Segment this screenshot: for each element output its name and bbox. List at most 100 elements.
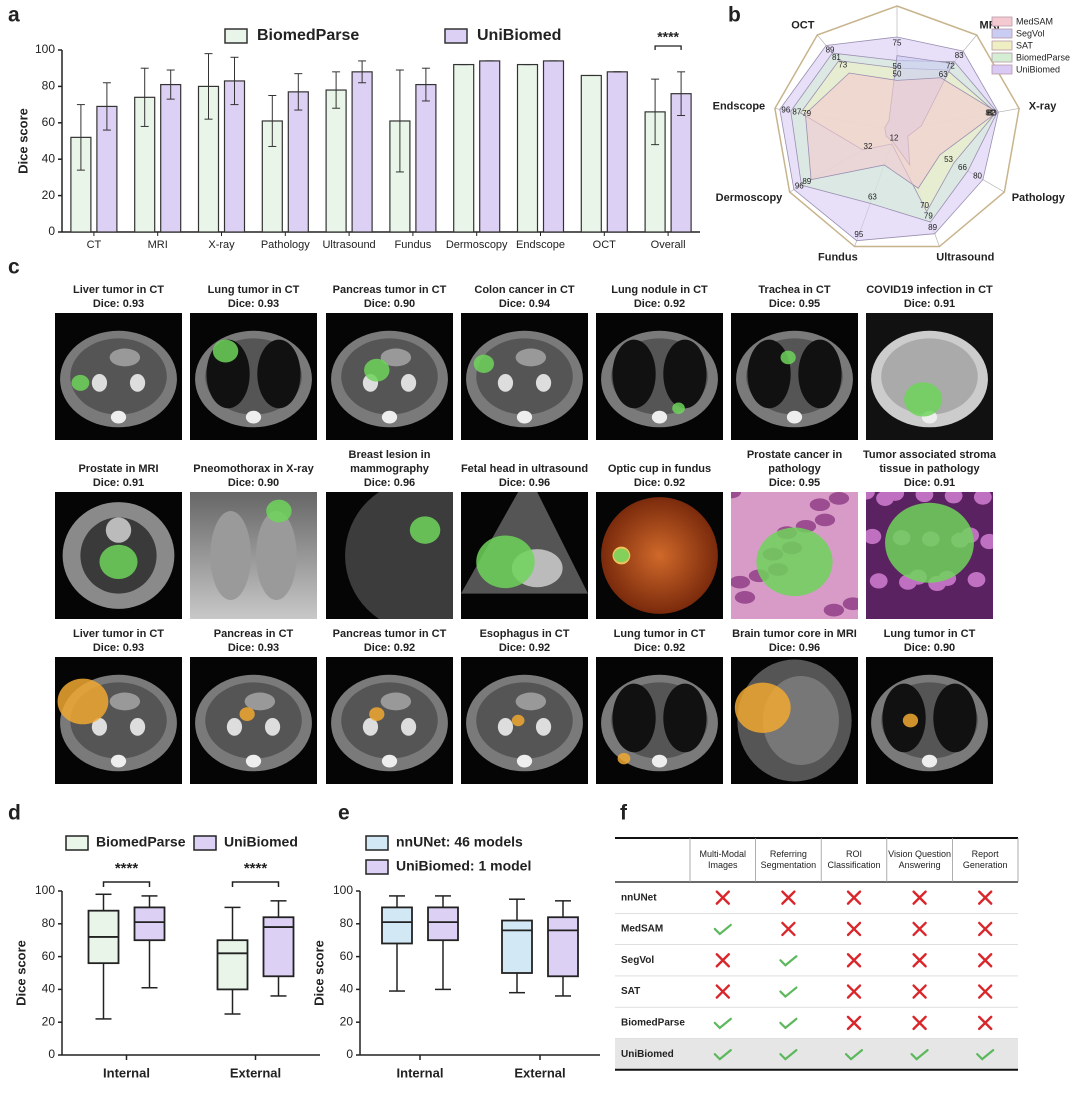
bar bbox=[453, 63, 475, 233]
legend-label: UniBiomed: 1 model bbox=[396, 858, 531, 874]
radar-value-label: 63 bbox=[939, 70, 948, 79]
check-icon bbox=[713, 923, 732, 936]
radar-axis-label: Dermoscopy bbox=[716, 192, 784, 204]
bar bbox=[479, 60, 501, 233]
tissue bbox=[381, 410, 398, 424]
tissue bbox=[129, 717, 146, 736]
x-tick-label: OCT bbox=[593, 239, 617, 251]
caption-title: Tumor associated stroma tissue in pathol… bbox=[862, 449, 997, 475]
x-tick-label: Overall bbox=[651, 239, 686, 251]
caption-title: COVID19 infection in CT bbox=[866, 284, 993, 296]
check-icon bbox=[779, 1049, 798, 1061]
x-tick-label: Endscope bbox=[516, 239, 565, 251]
caption-title: Lung tumor in CT bbox=[613, 628, 706, 640]
caption-title: Lung tumor in CT bbox=[883, 628, 976, 640]
caption-dice: Dice: 0.91 bbox=[903, 298, 956, 310]
box bbox=[547, 916, 579, 978]
x-tick-label: Ultrasound bbox=[322, 239, 375, 251]
x-tick-label: External bbox=[514, 1065, 565, 1080]
tissue bbox=[400, 717, 417, 736]
segmentation-mask bbox=[672, 402, 685, 414]
caption-dice: Dice: 0.93 bbox=[92, 298, 145, 310]
legend-swatch bbox=[991, 28, 1013, 39]
caption-dice: Dice: 0.91 bbox=[92, 477, 145, 489]
cross-icon bbox=[912, 890, 927, 905]
radar-value-label: 81 bbox=[832, 53, 841, 62]
image-caption: Prostate in MRI Dice: 0.91 bbox=[47, 430, 190, 490]
segmentation-mask bbox=[473, 354, 495, 373]
segmentation-mask bbox=[511, 714, 525, 727]
tissue bbox=[516, 754, 533, 768]
tissue bbox=[651, 754, 668, 768]
panel-label: c bbox=[8, 256, 20, 279]
cross-icon bbox=[781, 890, 796, 905]
segmentation-image bbox=[596, 313, 723, 440]
radar-value-label: 82 bbox=[987, 109, 996, 118]
radar-value-label: 12 bbox=[890, 133, 899, 142]
tissue bbox=[842, 597, 858, 611]
tissue bbox=[515, 348, 547, 367]
check-icon bbox=[844, 1049, 864, 1061]
tissue bbox=[497, 373, 514, 392]
caption-title: Liver tumor in CT bbox=[72, 628, 165, 640]
tissue bbox=[612, 339, 656, 409]
caption-title: Pancreas tumor in CT bbox=[332, 628, 447, 640]
radar-value-label: 79 bbox=[802, 109, 811, 118]
tissue bbox=[828, 492, 850, 505]
check-icon bbox=[976, 1049, 995, 1061]
tissue bbox=[205, 682, 302, 759]
segmentation-mask bbox=[409, 516, 441, 544]
image-caption: Lung tumor in CT Dice: 0.93 bbox=[182, 251, 325, 311]
cross-icon bbox=[912, 953, 927, 968]
x-tick-label: CT bbox=[87, 239, 102, 251]
cross-icon bbox=[846, 921, 862, 937]
tissue bbox=[823, 603, 845, 617]
check-icon bbox=[779, 986, 798, 999]
radar-value-label: 50 bbox=[893, 69, 902, 78]
image-caption: Pancreas tumor in CT Dice: 0.90 bbox=[318, 251, 461, 311]
caption-dice: Dice: 0.92 bbox=[363, 642, 416, 654]
radar-value-label: 53 bbox=[944, 155, 953, 164]
tissue bbox=[257, 339, 301, 409]
caption-title: Fetal head in ultrasound bbox=[460, 463, 589, 475]
tissue bbox=[866, 492, 875, 500]
column-header: Report Generation bbox=[962, 849, 1008, 870]
segmentation-image bbox=[326, 657, 453, 784]
segmentation-image bbox=[731, 313, 858, 440]
legend-swatch bbox=[193, 835, 217, 851]
radar-value-label: 96 bbox=[795, 182, 804, 191]
tissue bbox=[876, 492, 894, 506]
caption-dice: Dice: 0.93 bbox=[92, 642, 145, 654]
image-caption: Colon cancer in CT Dice: 0.94 bbox=[453, 251, 596, 311]
tissue bbox=[264, 717, 281, 736]
tissue bbox=[747, 339, 791, 409]
image-caption: Esophagus in CT Dice: 0.92 bbox=[453, 595, 596, 655]
segmentation-mask bbox=[71, 374, 90, 391]
y-tick-label: 0 bbox=[48, 1047, 55, 1061]
y-tick-label: 60 bbox=[42, 949, 56, 963]
segmentation-image bbox=[866, 492, 993, 619]
segmentation-image bbox=[461, 657, 588, 784]
tissue bbox=[476, 338, 573, 415]
tissue bbox=[731, 492, 742, 499]
caption-dice: Dice: 0.96 bbox=[768, 642, 821, 654]
radar-value-label: 81 bbox=[985, 109, 994, 118]
legend-swatch bbox=[991, 16, 1013, 27]
tissue bbox=[809, 498, 831, 512]
tissue bbox=[497, 717, 514, 736]
tissue bbox=[210, 511, 251, 600]
segmentation-image bbox=[55, 313, 182, 440]
column-header: Vision Question Answering bbox=[888, 849, 952, 870]
caption-title: Liver tumor in CT bbox=[72, 284, 165, 296]
segmentation-image bbox=[326, 492, 453, 619]
tissue bbox=[915, 492, 934, 503]
x-tick-label: Internal bbox=[103, 1065, 150, 1080]
cross-icon bbox=[912, 1015, 927, 1031]
tissue bbox=[973, 492, 992, 505]
tissue bbox=[786, 410, 803, 424]
y-tick-label: 60 bbox=[340, 949, 354, 963]
panel-label: f bbox=[620, 802, 628, 825]
radar-axis-label: Pathology bbox=[1012, 192, 1066, 204]
image-caption: Optic cup in fundus Dice: 0.92 bbox=[588, 430, 731, 490]
